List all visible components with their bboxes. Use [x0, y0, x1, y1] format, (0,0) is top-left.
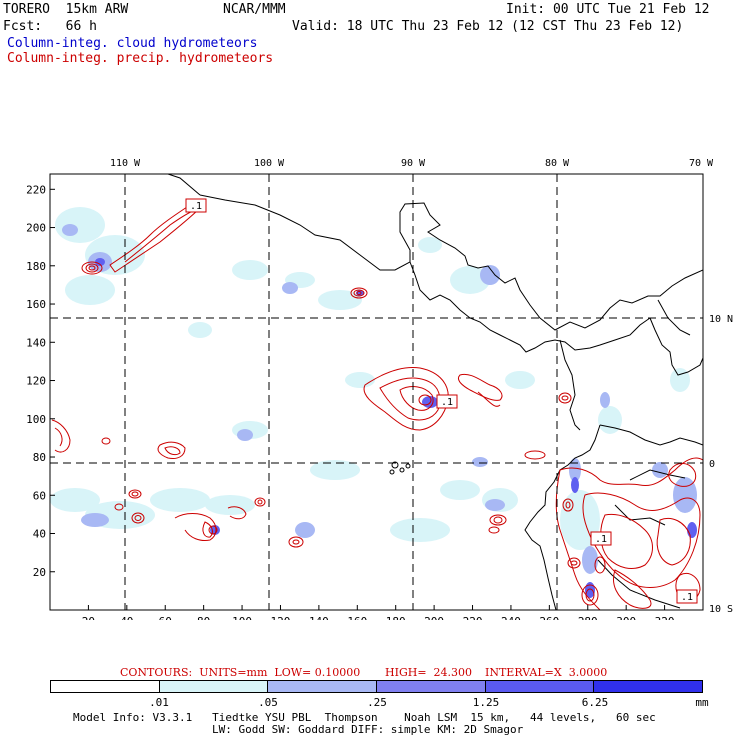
colorbar-segment: [485, 681, 595, 692]
x-tick-label: 200: [424, 615, 444, 620]
x-tick-label: 220: [463, 615, 483, 620]
contour-interval: INTERVAL=X 3.0000: [485, 666, 608, 679]
colorbar-segment: [51, 681, 160, 692]
axis-ticks: [50, 188, 666, 610]
colorbar-label: .01: [149, 696, 169, 709]
coastline: [167, 174, 703, 610]
colorbar-label: .05: [258, 696, 278, 709]
init-time: Init: 00 UTC Tue 21 Feb 12: [506, 2, 710, 17]
y-tick-label: 140: [26, 336, 46, 349]
map-frame: [49, 173, 704, 611]
y-tick-label: 120: [26, 375, 46, 388]
model-info: Model Info: V3.3.1 Tiedtke YSU PBL Thomp…: [73, 711, 656, 724]
svg-text:.1: .1: [595, 534, 607, 545]
x-tick-label: 160: [347, 615, 367, 620]
organization: NCAR/MMM: [223, 2, 286, 17]
lat-lon-grid: [50, 174, 703, 610]
colorbar-label: 1.25: [472, 696, 500, 709]
x-tick-label: 100: [232, 615, 252, 620]
y-tick-label: 40: [33, 528, 46, 541]
galapagos-islands: [389, 461, 411, 475]
y-tick-label: 100: [26, 413, 46, 426]
model-physics: LW: Godd SW: Goddard DIFF: simple KM: 2D…: [212, 723, 524, 736]
colorbar-label: 6.25: [581, 696, 609, 709]
contour-units: CONTOURS: UNITS=mm LOW= 0.10000: [120, 666, 361, 679]
colorbar-segment: [377, 681, 486, 692]
lon-label: 80 W: [545, 158, 570, 169]
y-tick-label: 220: [26, 183, 46, 196]
contour-high: HIGH= 24.300: [385, 666, 473, 679]
y-tick-label: 20: [33, 566, 46, 579]
x-tick-label: 80: [197, 615, 210, 620]
x-tick-label: 300: [616, 615, 636, 620]
weather-map: 110 W 100 W 90 W 80 W 70 W 10 N 0 10 S: [26, 158, 733, 620]
precip-contours: [51, 200, 703, 610]
colorbar-segment: [594, 681, 703, 692]
y-tick-label: 160: [26, 298, 46, 311]
y-tick-label: 180: [26, 260, 46, 273]
colorbar-units: mm: [695, 696, 709, 709]
lon-label: 90 W: [401, 158, 426, 169]
lat-label: 10 S: [709, 604, 733, 615]
x-tick-label: 40: [120, 615, 133, 620]
y-axis-labels: 220 200 180 160 140 120 100 80 60 40 20: [26, 183, 46, 578]
colorbar-label: .25: [367, 696, 387, 709]
valid-time: Valid: 18 UTC Thu 23 Feb 12 (12 CST Thu …: [292, 19, 684, 34]
lat-label: 10 N: [709, 314, 733, 325]
y-tick-label: 80: [33, 451, 46, 464]
lon-label: 100 W: [254, 158, 285, 169]
precip-field-title: Column-integ. precip. hydrometeors: [7, 51, 274, 66]
lat-label: 0: [709, 459, 715, 470]
color-bar: [50, 680, 703, 693]
x-axis-labels: 20 40 60 80 100 120 140 160 180 200 220 240 260 280 30…: [82, 615, 675, 620]
x-tick-label: 180: [386, 615, 406, 620]
svg-text:.1: .1: [441, 397, 453, 408]
forecast-hour: Fcst: 66 h: [3, 19, 97, 34]
svg-text:.1: .1: [681, 592, 693, 603]
lon-label: 110 W: [110, 158, 141, 169]
lon-label: 70 W: [689, 158, 714, 169]
y-tick-label: 200: [26, 222, 46, 235]
svg-text:.1: .1: [190, 201, 202, 212]
x-tick-label: 140: [309, 615, 329, 620]
x-tick-label: 120: [271, 615, 291, 620]
colorbar-segment: [159, 681, 269, 692]
contour-label-boxes: .1 .1 .1 .1: [185, 198, 698, 604]
x-tick-label: 260: [539, 615, 559, 620]
x-tick-label: 20: [82, 615, 95, 620]
x-tick-label: 320: [655, 615, 675, 620]
model-title: TORERO 15km ARW: [3, 2, 129, 17]
x-tick-label: 240: [501, 615, 521, 620]
y-tick-label: 60: [33, 489, 46, 502]
x-tick-label: 280: [578, 615, 598, 620]
cloud-field-title: Column-integ. cloud hydrometeors: [7, 36, 258, 51]
x-tick-label: 60: [159, 615, 172, 620]
colorbar-segment: [268, 681, 378, 692]
cloud-shading: [50, 207, 697, 598]
